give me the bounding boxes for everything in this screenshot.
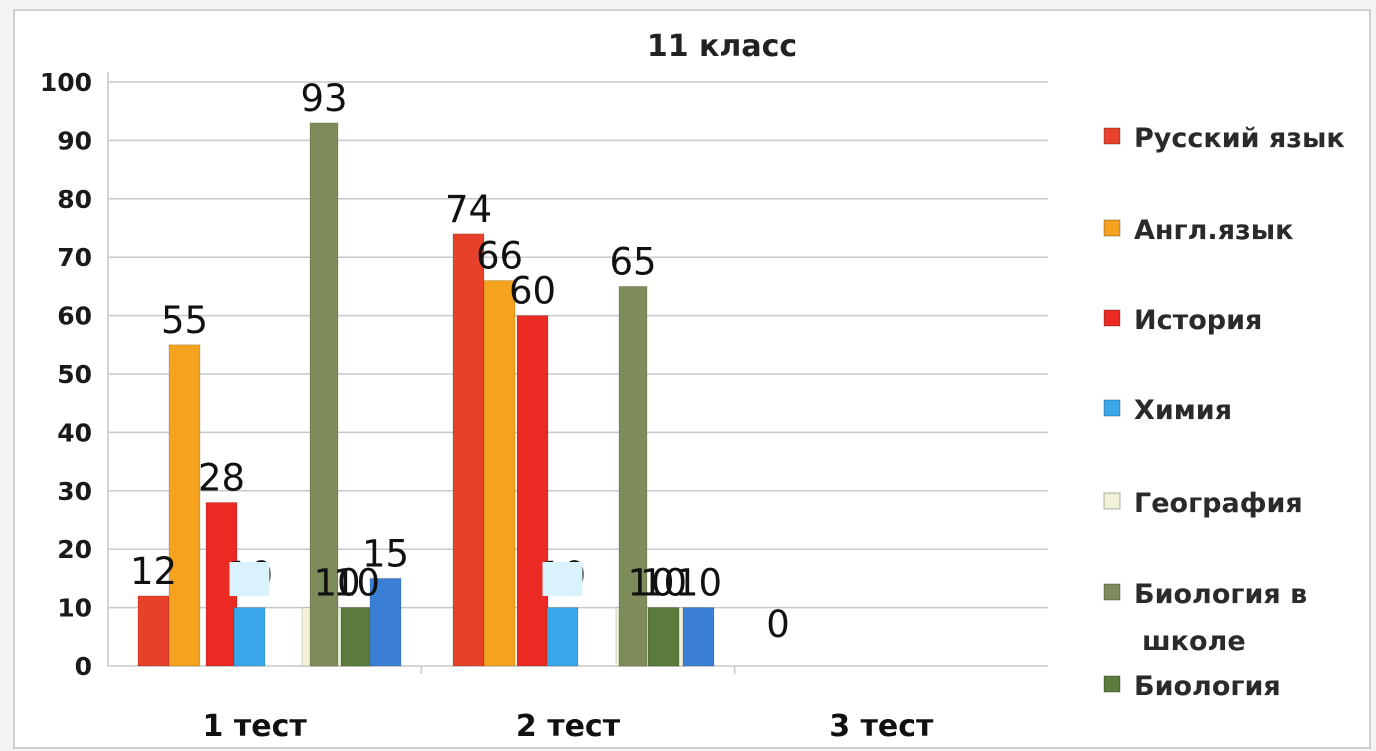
legend-swatch [1103, 675, 1121, 693]
legend-label: Русский язык [1134, 123, 1345, 154]
y-tick-label: 90 [57, 126, 92, 155]
chart-title: 11 класс [647, 29, 797, 64]
data-label: 74 [445, 188, 492, 231]
bar-биология-в-школе [309, 122, 339, 667]
bar-series-8 [369, 577, 402, 667]
bar-химия [233, 607, 266, 667]
bar-series-8 [682, 607, 715, 667]
data-label: 28 [198, 456, 245, 499]
legend-item: Биология [1103, 671, 1281, 702]
legend-swatch [1103, 127, 1121, 145]
legend-label: Англ.язык [1134, 215, 1293, 246]
legend-item: Химия [1103, 395, 1232, 426]
legend-swatch [1103, 492, 1121, 510]
data-label: 66 [476, 235, 523, 278]
y-tick-label: 20 [57, 535, 92, 564]
plot-grid [107, 72, 1048, 667]
data-label: 10 [640, 562, 687, 605]
data-label: 60 [509, 270, 556, 313]
data-label: 55 [161, 299, 208, 342]
bar-биология [340, 607, 373, 667]
legend-label: Биология в [1134, 579, 1307, 610]
legend-label: Химия [1134, 395, 1232, 426]
legend-label: География [1134, 488, 1303, 519]
data-label: 65 [609, 240, 656, 283]
data-label: 10 [333, 562, 380, 605]
data-label: 12 [130, 550, 177, 593]
legend-item: География [1103, 488, 1303, 519]
y-tick-label: 100 [40, 68, 92, 97]
bar-история [516, 315, 549, 667]
bar-русский-язык [452, 233, 485, 667]
y-tick-label: 10 [57, 594, 92, 623]
bar-биология [647, 607, 680, 667]
y-tick-label: 30 [57, 477, 92, 506]
legend-swatch [1103, 309, 1121, 327]
legend-swatch [1103, 583, 1121, 601]
legend-swatch [1103, 399, 1121, 417]
legend-label: История [1134, 305, 1262, 336]
x-tick-label: 3 тест [829, 709, 934, 744]
y-axis: 0 10 20 30 40 50 60 70 80 90 100 [40, 68, 92, 681]
data-label: 10 [627, 562, 674, 605]
data-label-bg [542, 562, 583, 596]
data-label: 10 [675, 562, 722, 605]
bar-химия [546, 607, 579, 667]
bar-англ.язык [168, 344, 201, 667]
legend-item: Биология в школе [1103, 579, 1307, 657]
y-tick-label: 60 [57, 302, 92, 331]
data-label-bg [229, 562, 270, 596]
x-axis: 1 тест 2 тест 3 тест [203, 666, 934, 744]
legend-item: История [1103, 305, 1262, 336]
data-label: 0 [766, 603, 790, 646]
bars [137, 122, 715, 667]
y-tick-label: 40 [57, 418, 92, 447]
y-tick-label: 70 [57, 243, 92, 272]
data-label: 15 [362, 532, 409, 575]
x-tick-label: 2 тест [516, 709, 621, 744]
bar-русский-язык [137, 595, 170, 667]
legend-item: Англ.язык [1103, 215, 1293, 246]
y-tick-label: 50 [57, 360, 92, 389]
bar-биология-в-школе [618, 285, 648, 667]
legend-item: Русский язык [1103, 123, 1345, 154]
data-labels: 125528101093101574666010106510100 [130, 77, 790, 646]
x-tick-label: 1 тест [203, 709, 308, 744]
data-label: 10 [313, 562, 360, 605]
legend-swatch [1103, 219, 1121, 237]
y-tick-label: 0 [75, 652, 92, 681]
legend-label: школе [1142, 626, 1246, 657]
data-label: 93 [300, 77, 347, 120]
legend: Русский язык Англ.язык История Химия Географ… [1103, 123, 1345, 702]
y-tick-label: 80 [57, 185, 92, 214]
legend-label: Биология [1134, 671, 1281, 702]
bar-англ.язык [483, 280, 516, 667]
